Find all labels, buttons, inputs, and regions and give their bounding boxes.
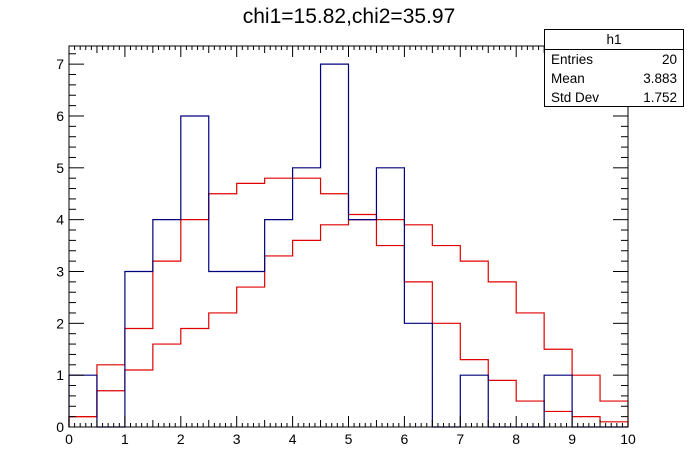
stats-row-mean: Mean 3.883 — [545, 69, 683, 88]
y-tick-label: 1 — [56, 367, 64, 383]
y-tick-label: 3 — [56, 263, 64, 279]
series-layer — [69, 64, 628, 427]
x-tick-label: 2 — [177, 431, 185, 447]
x-tick-label: 10 — [620, 431, 636, 447]
stats-box: h1 Entries 20 Mean 3.883 Std Dev 1.752 — [544, 29, 684, 107]
x-tick-label: 9 — [568, 431, 576, 447]
x-tick-label: 8 — [512, 431, 520, 447]
stats-value: 20 — [662, 50, 677, 69]
stats-value: 1.752 — [643, 88, 677, 107]
stats-label: Entries — [551, 50, 593, 69]
y-tick-label: 2 — [56, 315, 64, 331]
y-tick-label: 6 — [56, 108, 64, 124]
stats-value: 3.883 — [643, 69, 677, 88]
stats-label: Mean — [551, 69, 585, 88]
y-tick-label: 5 — [56, 160, 64, 176]
stats-row-entries: Entries 20 — [545, 50, 683, 69]
x-tick-label: 4 — [289, 431, 297, 447]
y-tick-label: 7 — [56, 56, 64, 72]
x-tick-label: 0 — [65, 431, 73, 447]
stats-header: h1 — [545, 30, 683, 50]
stats-row-std-dev: Std Dev 1.752 — [545, 88, 683, 107]
histogram-series-0 — [69, 64, 628, 427]
y-tick-label: 4 — [56, 212, 64, 228]
stats-label: Std Dev — [551, 88, 599, 107]
y-tick-label: 0 — [56, 419, 64, 435]
x-tick-label: 7 — [456, 431, 464, 447]
x-tick-label: 3 — [233, 431, 241, 447]
x-tick-label: 6 — [401, 431, 409, 447]
x-tick-label: 5 — [345, 431, 353, 447]
x-tick-label: 1 — [121, 431, 129, 447]
